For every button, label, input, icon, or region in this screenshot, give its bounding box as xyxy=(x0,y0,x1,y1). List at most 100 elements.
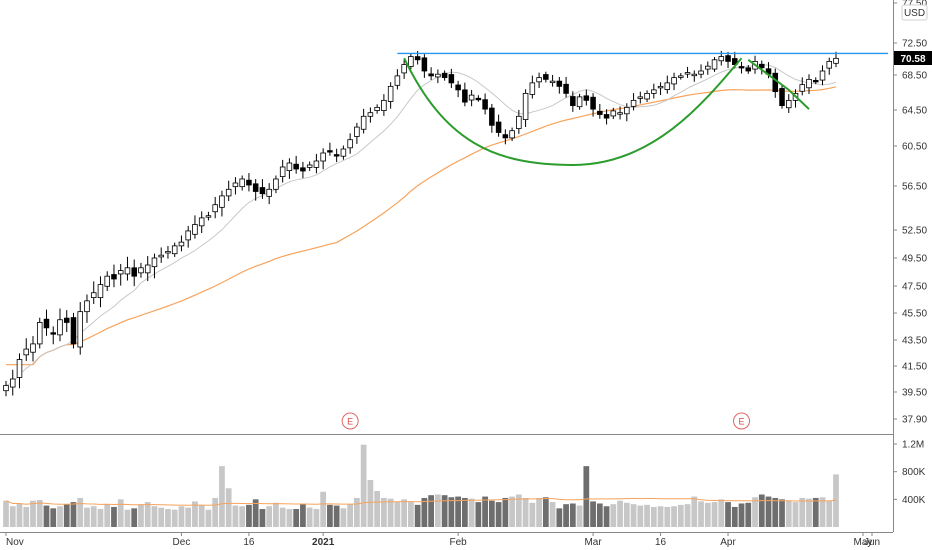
volume-tick-label: 800K xyxy=(902,467,926,478)
price-tick-label: 64.50 xyxy=(902,106,927,117)
volume-bar xyxy=(198,504,205,527)
time-tick-label: 16 xyxy=(655,537,667,548)
candle-body xyxy=(657,85,664,89)
volume-bar xyxy=(131,508,138,527)
handle-pattern-line[interactable] xyxy=(747,58,810,110)
volume-bar xyxy=(225,488,232,527)
volume-bar xyxy=(367,479,374,527)
volume-bar xyxy=(239,506,246,527)
volume-bar xyxy=(455,496,461,527)
volume-bar xyxy=(738,503,745,527)
candle-body xyxy=(381,99,387,111)
volume-bar xyxy=(556,508,563,527)
price-tick-label: 39.50 xyxy=(902,388,927,399)
candle xyxy=(111,264,117,288)
candle xyxy=(549,74,556,87)
volume-bar xyxy=(522,497,529,527)
volume-panel xyxy=(3,444,839,527)
volume-bar xyxy=(212,497,219,527)
candle xyxy=(657,82,664,96)
volume-bar xyxy=(576,505,583,527)
earnings-marker[interactable]: E xyxy=(733,412,751,430)
volume-bar xyxy=(178,506,185,527)
candle-body xyxy=(536,77,542,83)
volume-bar xyxy=(306,507,313,527)
candle xyxy=(165,245,171,259)
volume-bar xyxy=(806,498,812,527)
candle-body xyxy=(347,139,353,149)
earnings-marker-label: E xyxy=(739,417,745,427)
candle-body xyxy=(70,317,77,345)
volume-bar xyxy=(36,500,43,527)
volume-bar xyxy=(542,497,549,527)
candle-body xyxy=(57,319,63,336)
earnings-marker-circle[interactable] xyxy=(341,412,359,430)
candle-body xyxy=(266,188,272,197)
candle-body xyxy=(738,66,745,69)
volume-bar xyxy=(583,466,590,527)
candle xyxy=(124,256,131,281)
volume-bar xyxy=(97,509,104,527)
candle xyxy=(664,75,671,94)
volume-bar xyxy=(569,503,576,527)
candle-body xyxy=(455,84,461,91)
candle xyxy=(475,95,482,102)
candle xyxy=(671,72,677,91)
candle-body xyxy=(219,195,225,208)
volume-bar xyxy=(826,500,833,527)
candle-body xyxy=(462,89,468,103)
candle xyxy=(70,312,77,349)
candle-body xyxy=(779,88,785,107)
candle-body xyxy=(279,166,286,177)
candle xyxy=(320,148,326,170)
candle xyxy=(819,65,826,86)
cup-pattern-curve[interactable] xyxy=(403,57,743,167)
candle xyxy=(84,294,90,323)
volume-bar xyxy=(495,502,502,527)
time-tick-label: May xyxy=(854,537,873,548)
volume-bar xyxy=(441,495,448,527)
candle xyxy=(246,173,252,192)
volume-bar xyxy=(765,496,772,527)
price-tick-label: 49.50 xyxy=(902,254,927,265)
volume-bar xyxy=(185,507,192,527)
candle-body xyxy=(475,97,482,101)
candle xyxy=(698,64,704,79)
time-tick-label: 16 xyxy=(243,537,255,548)
candle-body xyxy=(651,89,657,94)
volume-bar xyxy=(408,502,414,527)
time-tick-label: Feb xyxy=(449,537,467,548)
candle xyxy=(799,77,806,96)
volume-bar xyxy=(603,506,610,527)
volume-bar xyxy=(117,499,124,527)
earnings-marker-circle[interactable] xyxy=(733,412,751,430)
candle-body xyxy=(489,107,495,126)
candle-body xyxy=(286,162,293,171)
candle xyxy=(327,142,333,156)
candle xyxy=(266,183,272,205)
candle-body xyxy=(198,217,205,227)
candle-body xyxy=(225,188,232,197)
currency-box[interactable] xyxy=(901,4,928,21)
candle-body xyxy=(495,121,502,133)
candle-body xyxy=(833,57,839,64)
earnings-marker[interactable]: E xyxy=(341,412,359,430)
volume-bar xyxy=(610,504,617,527)
candle-body xyxy=(43,318,50,329)
candle xyxy=(448,68,455,89)
volume-bar xyxy=(16,503,23,527)
candle-body xyxy=(239,178,245,188)
candle-body xyxy=(387,85,394,102)
candle xyxy=(603,109,610,125)
candle xyxy=(97,276,104,308)
volume-bar xyxy=(381,497,387,527)
candle xyxy=(185,225,191,248)
candle xyxy=(30,336,36,362)
candle xyxy=(178,235,185,252)
candle-body xyxy=(293,163,299,170)
candle-body xyxy=(563,83,569,94)
candle xyxy=(516,109,522,134)
candle xyxy=(360,108,367,134)
candle-body xyxy=(3,385,9,392)
